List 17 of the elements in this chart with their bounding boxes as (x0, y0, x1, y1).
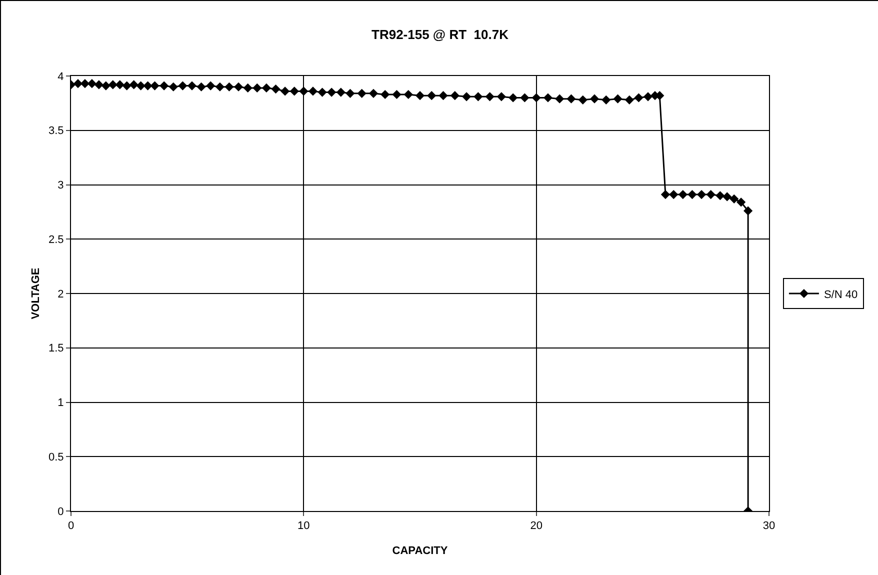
y-axis-title: VOLTAGE (30, 268, 42, 320)
x-tick-label: 30 (762, 520, 776, 532)
x-tick-label: 10 (298, 520, 310, 532)
y-tick-label: 0 (58, 506, 64, 518)
y-tick-label: 2 (58, 288, 64, 300)
y-tick-label: 1 (58, 397, 64, 410)
y-tick-label: 1.5 (48, 342, 64, 355)
y-tick-label: 3 (58, 180, 64, 192)
y-tick-label: 4 (58, 70, 64, 83)
x-axis-title: CAPACITY (392, 545, 448, 557)
x-tick-label: 0 (68, 520, 74, 532)
chart-title: TR92-155 @ RT 10.7K (372, 26, 510, 42)
x-tick-label: 20 (530, 520, 542, 532)
y-tick-label: 0.5 (48, 451, 64, 464)
legend-label: S/N 40 (824, 288, 858, 301)
y-tick-label: 2.5 (48, 234, 64, 246)
y-tick-label: 3.5 (48, 125, 64, 138)
